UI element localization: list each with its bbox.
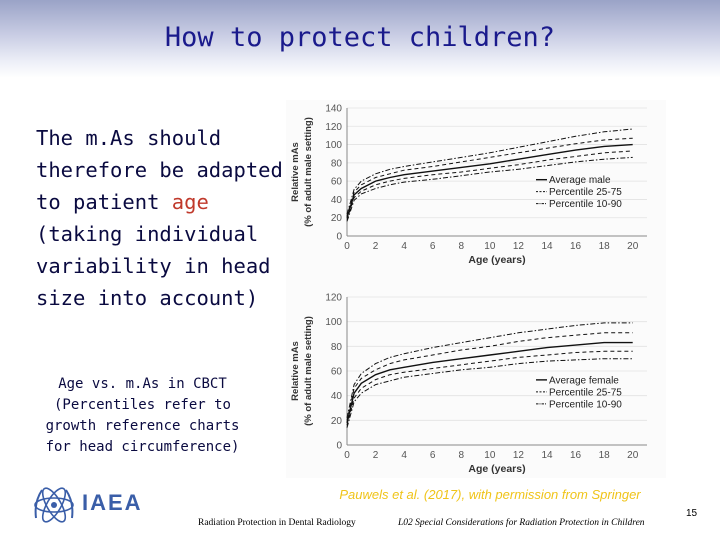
image-credit: Pauwels et al. (2017), with permission f… (339, 487, 641, 502)
legend-label: Percentile 25-75 (549, 387, 622, 398)
x-axis-title: Age (years) (468, 463, 525, 475)
series-line (346, 143, 633, 218)
y-tick-label: 100 (325, 317, 342, 328)
series-line (346, 350, 633, 426)
y-tick-label: 140 (325, 104, 342, 115)
y-axis-title: (% of adult male setting) (303, 316, 314, 426)
series-line (346, 341, 633, 423)
y-tick-label: 20 (331, 213, 343, 224)
legend-label: Percentile 25-75 (549, 187, 622, 198)
y-tick-label: 0 (336, 232, 342, 243)
y-tick-label: 80 (331, 158, 343, 169)
y-tick-label: 120 (325, 293, 342, 304)
y-tick-label: 40 (331, 195, 343, 206)
x-tick-label: 2 (373, 450, 379, 461)
x-tick-label: 14 (541, 450, 553, 461)
x-tick-label: 20 (627, 241, 639, 252)
body-text: The m.As should therefore be adapted to … (36, 122, 286, 314)
x-tick-label: 18 (599, 241, 611, 252)
chart-caption: Age vs. m.As in CBCT (Percentiles refer … (45, 376, 240, 455)
y-tick-label: 80 (331, 342, 343, 353)
x-tick-label: 14 (541, 241, 553, 252)
x-tick-label: 0 (344, 241, 350, 252)
footer-lecture: L02 Special Considerations for Radiation… (398, 518, 645, 528)
legend-label: Percentile 10-90 (549, 399, 622, 410)
iaea-logo-text: IAEA (82, 490, 143, 515)
x-tick-label: 6 (430, 450, 436, 461)
series-line (346, 128, 633, 215)
x-tick-label: 16 (570, 241, 582, 252)
x-tick-label: 4 (401, 450, 407, 461)
series-line (346, 137, 633, 217)
x-tick-label: 18 (599, 450, 611, 461)
series-line (346, 150, 633, 220)
x-tick-label: 2 (373, 241, 379, 252)
x-tick-label: 0 (344, 450, 350, 461)
series-line (346, 156, 633, 222)
body-text-start: The m.As should therefore be adapted to … (36, 126, 283, 214)
x-tick-label: 8 (459, 450, 465, 461)
x-tick-label: 6 (430, 241, 436, 252)
y-axis-title: Relative mAs (290, 341, 301, 401)
footer-course: Radiation Protection in Dental Radiology (198, 518, 356, 528)
y-tick-label: 0 (336, 441, 342, 452)
y-tick-label: 20 (331, 416, 343, 427)
title-band (0, 0, 720, 78)
legend-label: Average female (549, 375, 619, 386)
x-tick-label: 20 (627, 450, 639, 461)
x-tick-label: 10 (484, 450, 496, 461)
series-line (346, 358, 633, 428)
x-tick-label: 16 (570, 450, 582, 461)
slide-title: How to protect children? (164, 22, 556, 53)
y-axis-title: (% of adult male setting) (303, 117, 314, 227)
y-tick-label: 40 (331, 391, 343, 402)
x-tick-label: 4 (401, 241, 407, 252)
x-tick-label: 12 (513, 241, 525, 252)
y-tick-label: 60 (331, 177, 343, 188)
y-axis-title: Relative mAs (290, 142, 301, 202)
legend-label: Average male (549, 175, 611, 186)
y-tick-label: 120 (325, 122, 342, 133)
x-tick-label: 12 (513, 450, 525, 461)
iaea-logo-icon (34, 487, 74, 523)
y-tick-label: 100 (325, 140, 342, 151)
x-tick-label: 10 (484, 241, 496, 252)
x-axis-title: Age (years) (468, 254, 525, 266)
series-line (346, 332, 633, 421)
series-line (346, 322, 633, 419)
body-text-highlight: age (171, 190, 209, 214)
y-tick-label: 60 (331, 367, 343, 378)
page-number: 15 (686, 508, 698, 519)
chart-panel: 0 20 40 60 80 100 120 140 0 2 4 6 8 10 12 14 16 18 20 Age (… (286, 100, 666, 478)
x-tick-label: 8 (459, 241, 465, 252)
body-text-end: (taking individual variability in head s… (36, 222, 271, 310)
legend-label: Percentile 10-90 (549, 199, 622, 210)
